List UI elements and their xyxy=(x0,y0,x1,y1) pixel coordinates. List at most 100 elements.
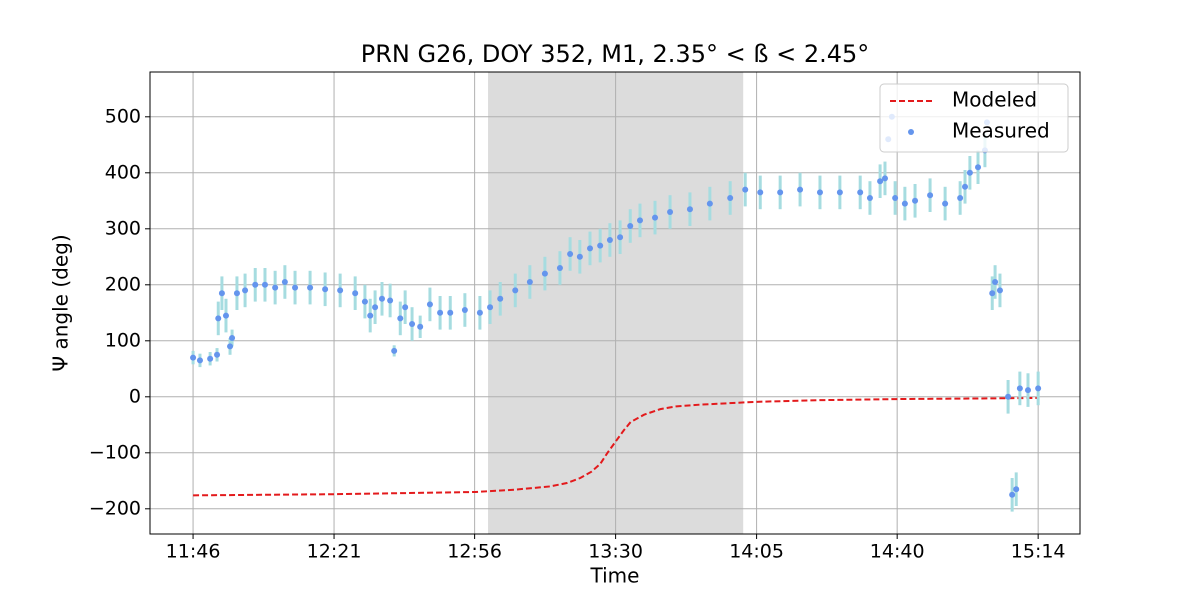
measured-point xyxy=(892,195,899,201)
measured-point xyxy=(627,223,634,229)
measured-point xyxy=(576,253,583,260)
measured-point xyxy=(378,295,385,302)
legend-marker xyxy=(908,129,914,135)
measured-point xyxy=(526,279,533,285)
measured-point xyxy=(387,297,394,304)
measured-point xyxy=(261,281,268,288)
measured-point xyxy=(190,354,197,361)
plot-frame xyxy=(149,71,1081,535)
measured-point xyxy=(426,301,433,308)
measured-point xyxy=(541,270,548,277)
measured-point xyxy=(281,279,288,285)
measured-point xyxy=(1016,385,1023,392)
measured-point xyxy=(437,309,444,316)
measured-point xyxy=(652,214,659,221)
measured-point xyxy=(476,309,483,316)
measured-point xyxy=(567,251,574,257)
y-axis-label: Ψ angle (deg) xyxy=(49,234,73,371)
y-tick-label: 0 xyxy=(129,385,141,407)
legend-label: Measured xyxy=(952,119,1050,143)
measured-point xyxy=(957,195,964,201)
measured-point xyxy=(587,245,594,252)
chart-title: PRN G26, DOY 352, M1, 2.35° < ß < 2.45° xyxy=(361,40,870,68)
measured-point xyxy=(372,304,379,311)
measured-point xyxy=(397,315,404,322)
measured-point xyxy=(196,357,203,364)
y-tick-label: 300 xyxy=(105,217,141,239)
measured-point xyxy=(487,304,494,311)
x-tick-label: 12:56 xyxy=(447,541,502,563)
measured-point xyxy=(606,237,613,243)
measured-point xyxy=(1024,387,1031,394)
measured-point xyxy=(996,287,1003,294)
measured-point xyxy=(229,335,236,341)
measured-point xyxy=(597,242,604,249)
measured-point xyxy=(367,312,374,319)
y-tick-label: 400 xyxy=(105,161,141,183)
measured-point xyxy=(777,189,784,196)
legend-label: Modeled xyxy=(952,88,1037,112)
measured-point xyxy=(272,284,279,291)
measured-point xyxy=(962,183,969,190)
measured-point xyxy=(1035,385,1042,392)
measured-point xyxy=(816,189,823,196)
measured-point xyxy=(242,287,249,294)
y-tick-label: 200 xyxy=(105,273,141,295)
measured-point xyxy=(757,189,764,196)
measured-point xyxy=(447,309,454,316)
x-axis-label: Time xyxy=(590,564,640,588)
measured-point xyxy=(836,189,843,196)
measured-point xyxy=(636,217,643,224)
measured-point xyxy=(252,281,259,288)
modeled-line xyxy=(193,396,1039,497)
measured-point xyxy=(391,347,398,354)
y-tick-label: 100 xyxy=(105,329,141,351)
x-tick-label: 15:14 xyxy=(1011,541,1066,563)
measured-point xyxy=(352,290,359,297)
measured-point xyxy=(992,279,999,285)
measured-point xyxy=(877,178,884,185)
measured-point xyxy=(337,287,344,294)
x-tick-label: 14:40 xyxy=(870,541,925,563)
measured-point xyxy=(218,290,225,297)
measured-point xyxy=(1013,486,1020,493)
measured-point xyxy=(227,343,234,350)
measured-point xyxy=(461,307,468,313)
x-tick-label: 13:30 xyxy=(588,541,643,563)
measured-point xyxy=(307,284,314,291)
measured-point xyxy=(292,284,299,291)
y-tick-label: −100 xyxy=(89,441,141,463)
measured-point xyxy=(361,298,368,305)
measured-point xyxy=(742,186,749,193)
measured-point xyxy=(942,200,949,207)
x-tick-label: 11:46 xyxy=(166,541,221,563)
x-tick-label: 12:21 xyxy=(307,541,362,563)
y-tick-label: 500 xyxy=(105,105,141,127)
measured-point xyxy=(989,290,996,297)
x-tick-label: 14:05 xyxy=(729,541,784,563)
y-tick-label: −200 xyxy=(89,497,141,519)
measured-point xyxy=(402,304,409,311)
measured-point xyxy=(667,209,674,215)
measured-point xyxy=(417,323,424,330)
measured-point xyxy=(1005,393,1012,400)
measured-point xyxy=(322,286,329,293)
measured-point xyxy=(975,164,982,171)
measured-point xyxy=(1009,491,1016,498)
measured-point xyxy=(215,315,222,322)
measured-point xyxy=(207,355,214,362)
measured-point xyxy=(706,200,713,207)
measured-point xyxy=(409,321,416,327)
measured-point xyxy=(927,192,934,199)
measured-point xyxy=(556,265,563,271)
measured-point xyxy=(686,206,693,213)
measured-point xyxy=(881,175,888,182)
measured-point xyxy=(512,287,519,294)
measured-point xyxy=(727,195,734,201)
measured-point xyxy=(617,234,624,241)
measured-point xyxy=(214,351,221,358)
measured-point xyxy=(497,295,504,302)
measured-point xyxy=(912,197,919,204)
measured-point xyxy=(866,195,873,201)
